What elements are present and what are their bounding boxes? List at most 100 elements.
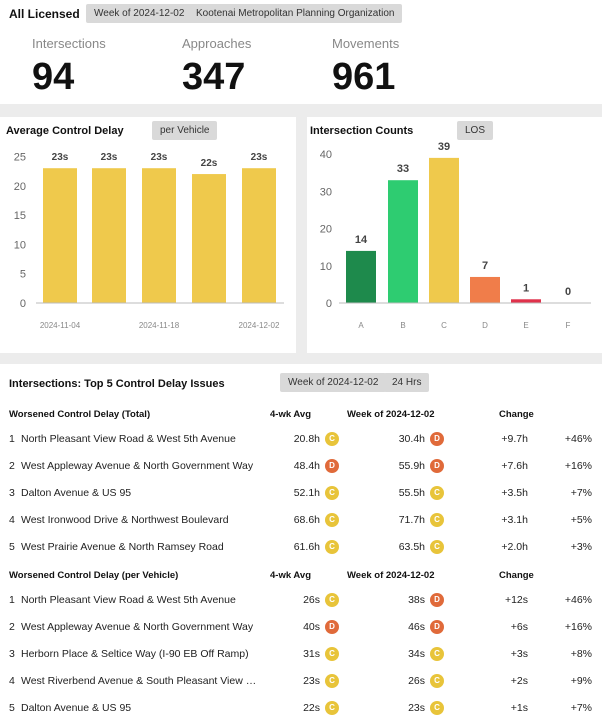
section-header-week: Week of 2024-12-02 bbox=[347, 570, 435, 581]
row-avg-value: 20.8h bbox=[293, 433, 320, 445]
counts-ytick-1: 10 bbox=[320, 261, 332, 273]
counts-bar-D[interactable] bbox=[470, 276, 500, 303]
delay-xtick-2: 2024-12-02 bbox=[239, 321, 280, 330]
counts-bar-label-B: 33 bbox=[397, 163, 409, 175]
delay-ytick-0: 0 bbox=[20, 298, 26, 310]
delay-bar-0[interactable] bbox=[43, 168, 77, 303]
counts-bar-E[interactable] bbox=[511, 299, 541, 303]
row-intersection-name[interactable]: West Riverbend Avenue & South Pleasant V… bbox=[21, 675, 259, 687]
row-rank: 4 bbox=[9, 514, 15, 526]
row-intersection-name[interactable]: North Pleasant View Road & West 5th Aven… bbox=[21, 594, 236, 606]
los-badge-D: D bbox=[325, 459, 339, 473]
los-badge-C: C bbox=[430, 513, 444, 527]
summary-title: All Licensed bbox=[9, 7, 80, 21]
row-intersection-name[interactable]: Herborn Place & Seltice Way (I-90 EB Off… bbox=[21, 648, 249, 660]
row-rank: 3 bbox=[9, 487, 15, 499]
delay-bar-2[interactable] bbox=[142, 168, 176, 303]
delay-ytick-2: 10 bbox=[14, 239, 26, 251]
counts-xtick-D: D bbox=[482, 321, 488, 330]
issues-week-chip[interactable]: Week of 2024-12-02 bbox=[280, 373, 387, 392]
row-change-value: +3.5h bbox=[501, 487, 528, 499]
summary-panel: All Licensed Week of 2024-12-02 Kootenai… bbox=[0, 0, 602, 104]
row-change-percent: +7% bbox=[570, 702, 592, 714]
row-intersection-name[interactable]: North Pleasant View Road & West 5th Aven… bbox=[21, 433, 236, 445]
los-badge-D: D bbox=[430, 593, 444, 607]
los-badge-C: C bbox=[430, 674, 444, 688]
los-badge-D: D bbox=[325, 620, 339, 634]
row-avg-value: 61.6h bbox=[293, 541, 320, 553]
los-badge-C: C bbox=[430, 647, 444, 661]
counts-xtick-C: C bbox=[441, 321, 447, 330]
row-intersection-name[interactable]: West Appleway Avenue & North Government … bbox=[21, 621, 254, 633]
kpi-approaches-value: 347 bbox=[182, 56, 246, 98]
section-header-week: Week of 2024-12-02 bbox=[347, 409, 435, 420]
delay-bar-4[interactable] bbox=[242, 168, 276, 303]
row-rank: 1 bbox=[9, 594, 15, 606]
row-intersection-name[interactable]: Dalton Avenue & US 95 bbox=[21, 487, 132, 499]
los-badge-C: C bbox=[325, 540, 339, 554]
los-badge-C: C bbox=[325, 593, 339, 607]
section-header-avg: 4-wk Avg bbox=[270, 409, 312, 420]
row-intersection-name[interactable]: West Ironwood Drive & Northwest Boulevar… bbox=[21, 514, 229, 526]
delay-bar-label-1: 23s bbox=[101, 152, 118, 163]
delay-xtick-0: 2024-11-04 bbox=[40, 321, 81, 330]
los-badge-C: C bbox=[325, 701, 339, 715]
row-rank: 1 bbox=[9, 433, 15, 445]
issues-hours-chip[interactable]: 24 Hrs bbox=[384, 373, 430, 392]
los-badge-C: C bbox=[325, 513, 339, 527]
delay-chart-title: Average Control Delay bbox=[6, 125, 124, 137]
delay-xtick-1: 2024-11-18 bbox=[139, 321, 180, 330]
los-badge-C: C bbox=[325, 432, 339, 446]
row-avg-value: 40s bbox=[303, 621, 320, 633]
counts-bar-label-A: 14 bbox=[355, 234, 368, 246]
row-avg-value: 31s bbox=[303, 648, 320, 660]
kpi-intersections-label: Intersections bbox=[32, 36, 106, 51]
row-intersection-name[interactable]: West Appleway Avenue & North Government … bbox=[21, 460, 254, 472]
section-header-name: Worsened Control Delay (Total) bbox=[9, 409, 151, 420]
counts-bar-A[interactable] bbox=[346, 250, 376, 303]
week-chip[interactable]: Week of 2024-12-02 bbox=[86, 4, 193, 23]
counts-ytick-3: 30 bbox=[320, 186, 332, 198]
row-week-value: 63.5h bbox=[398, 541, 425, 553]
row-week-value: 55.9h bbox=[398, 460, 425, 472]
row-rank: 2 bbox=[9, 621, 15, 633]
row-rank: 2 bbox=[9, 460, 15, 472]
los-badge-D: D bbox=[430, 432, 444, 446]
counts-bar-label-E: 1 bbox=[523, 282, 529, 294]
row-change-value: +12s bbox=[504, 594, 528, 606]
row-avg-value: 22s bbox=[303, 702, 320, 714]
delay-chart-panel: Average Control Delay per Vehicle 0 5 10 15… bbox=[0, 117, 296, 353]
row-change-value: +3s bbox=[510, 648, 528, 660]
row-week-value: 23s bbox=[408, 702, 425, 714]
row-intersection-name[interactable]: Dalton Avenue & US 95 bbox=[21, 702, 132, 714]
counts-bar-B[interactable] bbox=[388, 180, 418, 303]
row-rank: 3 bbox=[9, 648, 15, 660]
row-week-value: 55.5h bbox=[398, 487, 425, 499]
row-rank: 4 bbox=[9, 675, 15, 687]
counts-chart-chip[interactable]: LOS bbox=[457, 121, 494, 140]
row-change-percent: +9% bbox=[570, 675, 592, 687]
counts-chart-panel: Intersection Counts LOS 0 10 20 30 40 14 A 33 B 3… bbox=[307, 117, 602, 353]
counts-bar-C[interactable] bbox=[429, 157, 459, 303]
delay-bar-3[interactable] bbox=[192, 174, 226, 303]
row-change-percent: +46% bbox=[564, 433, 592, 445]
row-change-value: +3.1h bbox=[501, 514, 528, 526]
counts-bar-label-C: 39 bbox=[438, 141, 450, 153]
counts-xtick-B: B bbox=[400, 321, 405, 330]
row-change-percent: +16% bbox=[564, 460, 592, 472]
los-badge-C: C bbox=[325, 486, 339, 500]
counts-xtick-A: A bbox=[358, 321, 364, 330]
row-rank: 5 bbox=[9, 702, 15, 714]
row-change-value: +2s bbox=[510, 675, 528, 687]
row-avg-value: 23s bbox=[303, 675, 320, 687]
delay-bar-1[interactable] bbox=[92, 168, 126, 303]
delay-ytick-3: 15 bbox=[14, 210, 26, 222]
row-change-value: +7.6h bbox=[501, 460, 528, 472]
org-chip[interactable]: Kootenai Metropolitan Planning Organizat… bbox=[188, 4, 403, 23]
delay-chart-chip[interactable]: per Vehicle bbox=[152, 121, 218, 140]
issues-panel: Intersections: Top 5 Control Delay Issue… bbox=[0, 364, 602, 725]
row-intersection-name[interactable]: West Prairie Avenue & North Ramsey Road bbox=[21, 541, 224, 553]
delay-bar-label-2: 23s bbox=[151, 152, 168, 163]
delay-bar-label-3: 22s bbox=[201, 158, 218, 169]
row-change-percent: +16% bbox=[564, 621, 592, 633]
